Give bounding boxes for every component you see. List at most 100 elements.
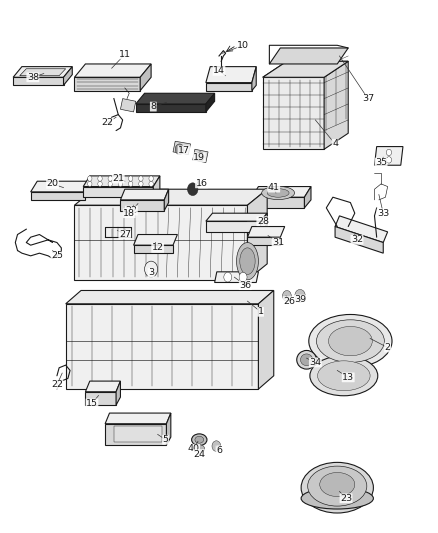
Circle shape — [386, 157, 392, 163]
Ellipse shape — [240, 248, 255, 274]
Polygon shape — [120, 200, 164, 211]
Polygon shape — [74, 205, 247, 280]
Text: 2: 2 — [385, 343, 391, 352]
Text: 41: 41 — [268, 183, 280, 192]
Circle shape — [98, 181, 102, 187]
Polygon shape — [263, 61, 348, 77]
Text: 10: 10 — [237, 41, 249, 50]
Text: 19: 19 — [193, 153, 205, 161]
Circle shape — [145, 261, 158, 277]
Text: 34: 34 — [309, 358, 321, 367]
Polygon shape — [105, 413, 171, 424]
Ellipse shape — [300, 354, 313, 366]
Text: 21: 21 — [112, 174, 124, 183]
Text: 27: 27 — [119, 230, 131, 239]
Circle shape — [212, 441, 221, 451]
Circle shape — [149, 176, 153, 181]
Text: 22: 22 — [101, 118, 113, 127]
Ellipse shape — [301, 462, 373, 513]
Polygon shape — [136, 104, 206, 112]
Text: 24: 24 — [193, 450, 205, 458]
Polygon shape — [120, 99, 136, 112]
Polygon shape — [173, 141, 191, 155]
Circle shape — [128, 176, 133, 181]
Polygon shape — [252, 67, 256, 91]
Circle shape — [139, 181, 143, 187]
Text: 17: 17 — [178, 146, 190, 155]
Polygon shape — [247, 237, 280, 245]
Polygon shape — [66, 304, 258, 389]
Circle shape — [175, 144, 184, 155]
Text: 40: 40 — [187, 445, 200, 453]
Text: 4: 4 — [332, 140, 338, 148]
Polygon shape — [20, 69, 66, 76]
Polygon shape — [114, 426, 162, 442]
Circle shape — [239, 272, 247, 282]
Polygon shape — [206, 83, 252, 91]
Circle shape — [196, 152, 204, 161]
Text: 25: 25 — [51, 252, 63, 260]
Polygon shape — [166, 413, 171, 445]
Polygon shape — [85, 392, 116, 405]
Text: 31: 31 — [272, 238, 284, 247]
Polygon shape — [374, 147, 403, 165]
Circle shape — [108, 176, 113, 181]
Circle shape — [88, 176, 92, 181]
Polygon shape — [193, 149, 208, 163]
Polygon shape — [66, 290, 274, 304]
Ellipse shape — [195, 436, 204, 443]
Text: 15: 15 — [86, 399, 98, 408]
Ellipse shape — [261, 186, 294, 200]
Text: 11: 11 — [119, 50, 131, 59]
Polygon shape — [261, 213, 267, 232]
Circle shape — [149, 181, 153, 187]
Ellipse shape — [310, 356, 378, 395]
Text: 23: 23 — [340, 494, 352, 503]
Polygon shape — [263, 61, 348, 77]
Circle shape — [108, 181, 113, 187]
Text: 16: 16 — [195, 179, 208, 188]
Polygon shape — [31, 181, 92, 192]
Text: 33: 33 — [377, 209, 389, 217]
Polygon shape — [206, 221, 261, 232]
Text: 28: 28 — [257, 217, 269, 225]
Polygon shape — [13, 77, 64, 85]
Circle shape — [118, 181, 123, 187]
Circle shape — [224, 272, 232, 282]
Ellipse shape — [307, 466, 367, 506]
Text: 1: 1 — [258, 308, 264, 316]
Circle shape — [187, 183, 198, 196]
Text: 5: 5 — [162, 435, 169, 444]
Ellipse shape — [192, 434, 207, 446]
Polygon shape — [64, 67, 72, 85]
Text: 22: 22 — [51, 381, 63, 389]
Polygon shape — [140, 64, 151, 91]
Text: 8: 8 — [150, 102, 156, 111]
Text: 32: 32 — [351, 236, 363, 244]
Text: 3: 3 — [148, 269, 154, 277]
Ellipse shape — [301, 488, 373, 509]
Polygon shape — [31, 192, 85, 200]
Polygon shape — [335, 227, 383, 253]
Circle shape — [295, 289, 305, 302]
Text: 36: 36 — [239, 281, 251, 289]
Circle shape — [139, 176, 143, 181]
Text: 37: 37 — [362, 94, 374, 103]
Polygon shape — [304, 187, 311, 208]
Circle shape — [98, 176, 102, 181]
Polygon shape — [335, 216, 388, 243]
Polygon shape — [252, 197, 304, 208]
Ellipse shape — [328, 326, 372, 356]
Polygon shape — [74, 64, 151, 77]
Polygon shape — [324, 61, 348, 149]
Circle shape — [386, 149, 392, 156]
Ellipse shape — [316, 320, 385, 362]
Polygon shape — [206, 67, 256, 83]
Polygon shape — [206, 93, 215, 112]
Polygon shape — [263, 77, 324, 149]
Text: 38: 38 — [27, 73, 39, 82]
Ellipse shape — [194, 445, 205, 453]
Polygon shape — [13, 67, 72, 77]
Ellipse shape — [237, 243, 258, 280]
Polygon shape — [153, 176, 160, 197]
